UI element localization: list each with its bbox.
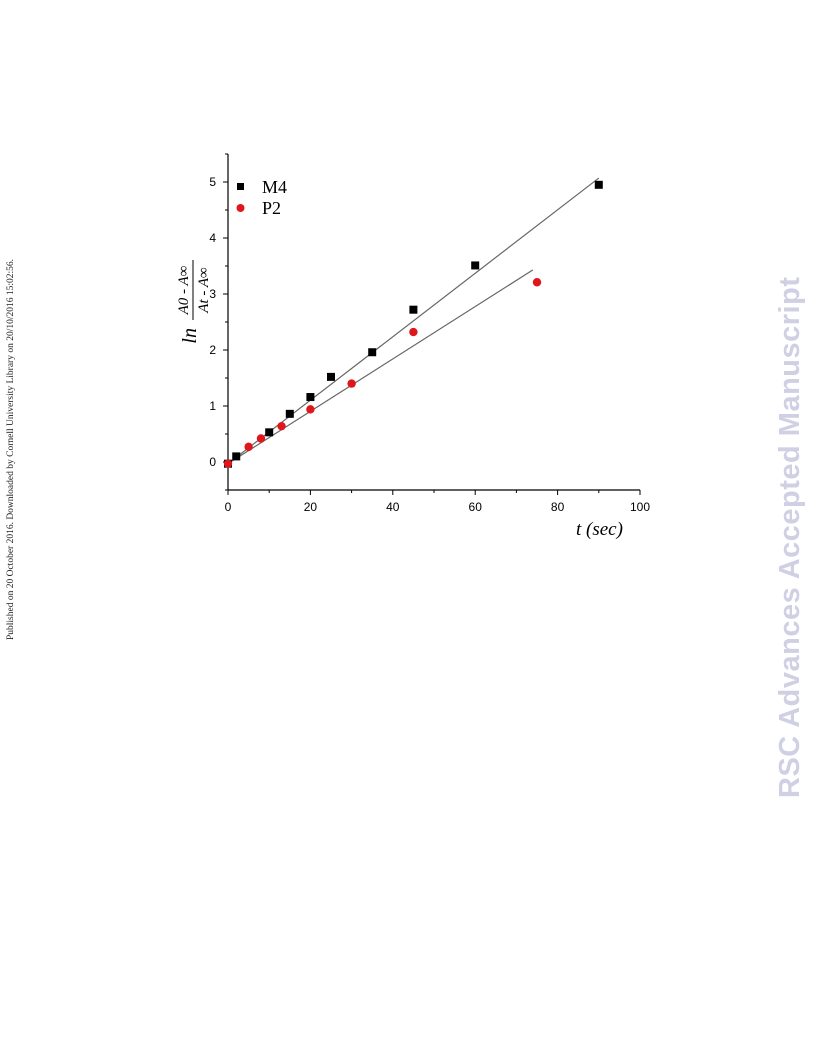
y-axis-title-prefix: ln	[179, 328, 201, 344]
chart-axes: 0 20 40 60 80 100 0 1 2 3 4 5	[209, 153, 650, 514]
fit-line-p2	[227, 269, 534, 465]
y-axis-title-numerator: A0 - A∞	[176, 265, 192, 315]
legend-marker-p2	[236, 204, 245, 212]
y-tick-label: 4	[209, 231, 216, 245]
y-axis-title-denominator: At - A∞	[196, 267, 212, 314]
x-tick-label: 100	[630, 500, 650, 514]
x-tick-label: 0	[225, 500, 232, 514]
point-m4	[285, 409, 294, 418]
point-p2	[347, 379, 356, 388]
point-m4	[594, 180, 603, 189]
y-tick-label: 1	[209, 399, 216, 413]
x-tick-label: 80	[551, 500, 565, 514]
point-p2	[409, 327, 418, 337]
point-p2	[532, 278, 542, 287]
fit-lines	[227, 177, 600, 465]
point-m4	[306, 393, 315, 402]
y-tick-label: 3	[209, 287, 216, 301]
legend-marker-m4	[237, 183, 244, 190]
point-m4	[265, 428, 274, 437]
x-tick-label: 20	[304, 500, 318, 514]
point-p2	[244, 442, 253, 452]
y-tick-label: 0	[209, 455, 216, 469]
point-m4	[409, 305, 418, 314]
legend-label-p2: P2	[262, 198, 281, 218]
point-p2	[277, 421, 286, 431]
data-points	[223, 180, 603, 468]
x-tick-label: 60	[469, 500, 483, 514]
x-axis-title: t (sec)	[576, 519, 623, 540]
point-m4	[327, 372, 335, 381]
legend-label-m4: M4	[262, 177, 287, 197]
y-tick-label: 2	[209, 343, 216, 357]
x-tick-label: 40	[386, 500, 400, 514]
y-axis-title: ln A0 - A∞ At - A∞	[176, 260, 212, 344]
point-m4	[368, 348, 377, 357]
y-tick-label: 5	[209, 175, 216, 189]
point-p2	[306, 405, 315, 414]
point-m4	[232, 452, 241, 461]
fit-line-m4	[227, 177, 600, 465]
point-p2	[256, 434, 266, 443]
point-p2	[223, 459, 233, 468]
point-m4	[471, 261, 480, 270]
